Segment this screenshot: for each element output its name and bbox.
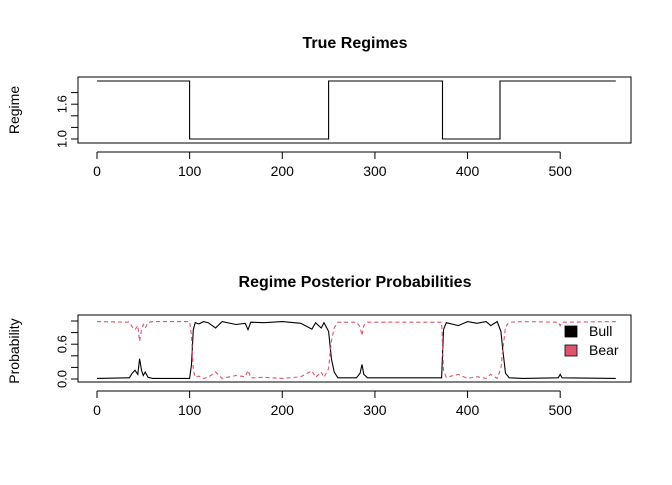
- series-line: [97, 80, 616, 140]
- legend-label: Bear: [589, 342, 619, 358]
- y-tick-label: 0.6: [55, 335, 70, 353]
- chart-title: True Regimes: [303, 35, 408, 52]
- y-tick-label: 1.0: [55, 130, 70, 148]
- x-tick-label: 500: [549, 402, 573, 418]
- y-axis: 1.0 1.6: [55, 92, 79, 148]
- x-axis: 0 100 200 300 400 500: [93, 151, 573, 179]
- true-regimes-panel: True Regimes Regime 1.0 1.6 0 100 200 300 400…: [6, 35, 632, 179]
- x-tick-label: 400: [456, 163, 480, 179]
- posterior-probabilities-panel: Regime Posterior Probabilities Probabili…: [6, 274, 632, 418]
- legend-swatch: [564, 344, 578, 357]
- x-tick-label: 300: [363, 163, 387, 179]
- legend-swatch: [564, 325, 578, 338]
- y-tick-label: 1.6: [55, 95, 70, 113]
- chart-title: Regime Posterior Probabilities: [239, 274, 472, 291]
- x-axis: 0 100 200 300 400 500: [93, 390, 573, 418]
- series-group: [96, 320, 616, 380]
- legend-label: Bull: [589, 323, 612, 339]
- x-tick-label: 200: [271, 163, 295, 179]
- y-axis-label: Regime: [6, 86, 22, 134]
- series-line-bull: [96, 320, 616, 379]
- x-tick-label: 0: [93, 402, 101, 418]
- series-group: [97, 80, 616, 140]
- x-tick-label: 300: [363, 402, 387, 418]
- series-line-bear: [96, 321, 616, 380]
- x-tick-label: 400: [456, 402, 480, 418]
- x-tick-label: 200: [271, 402, 295, 418]
- legend: Bull Bear: [564, 323, 619, 358]
- plot-box: [77, 314, 632, 383]
- x-tick-label: 100: [178, 402, 202, 418]
- y-axis-label: Probability: [6, 318, 22, 383]
- x-tick-label: 0: [93, 163, 101, 179]
- x-tick-label: 500: [549, 163, 573, 179]
- y-axis: 0.0 0.6: [55, 320, 79, 388]
- plot-box: [77, 76, 632, 144]
- y-tick-label: 0.0: [55, 370, 70, 388]
- x-tick-label: 100: [178, 163, 202, 179]
